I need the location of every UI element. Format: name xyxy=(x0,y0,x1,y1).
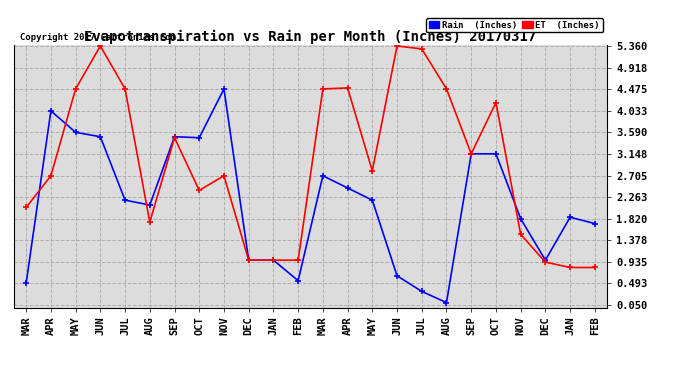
Title: Evapotranspiration vs Rain per Month (Inches) 20170317: Evapotranspiration vs Rain per Month (In… xyxy=(84,30,537,44)
Text: Copyright 2017 Cartronics.com: Copyright 2017 Cartronics.com xyxy=(20,33,176,42)
Legend: Rain  (Inches), ET  (Inches): Rain (Inches), ET (Inches) xyxy=(426,18,602,32)
